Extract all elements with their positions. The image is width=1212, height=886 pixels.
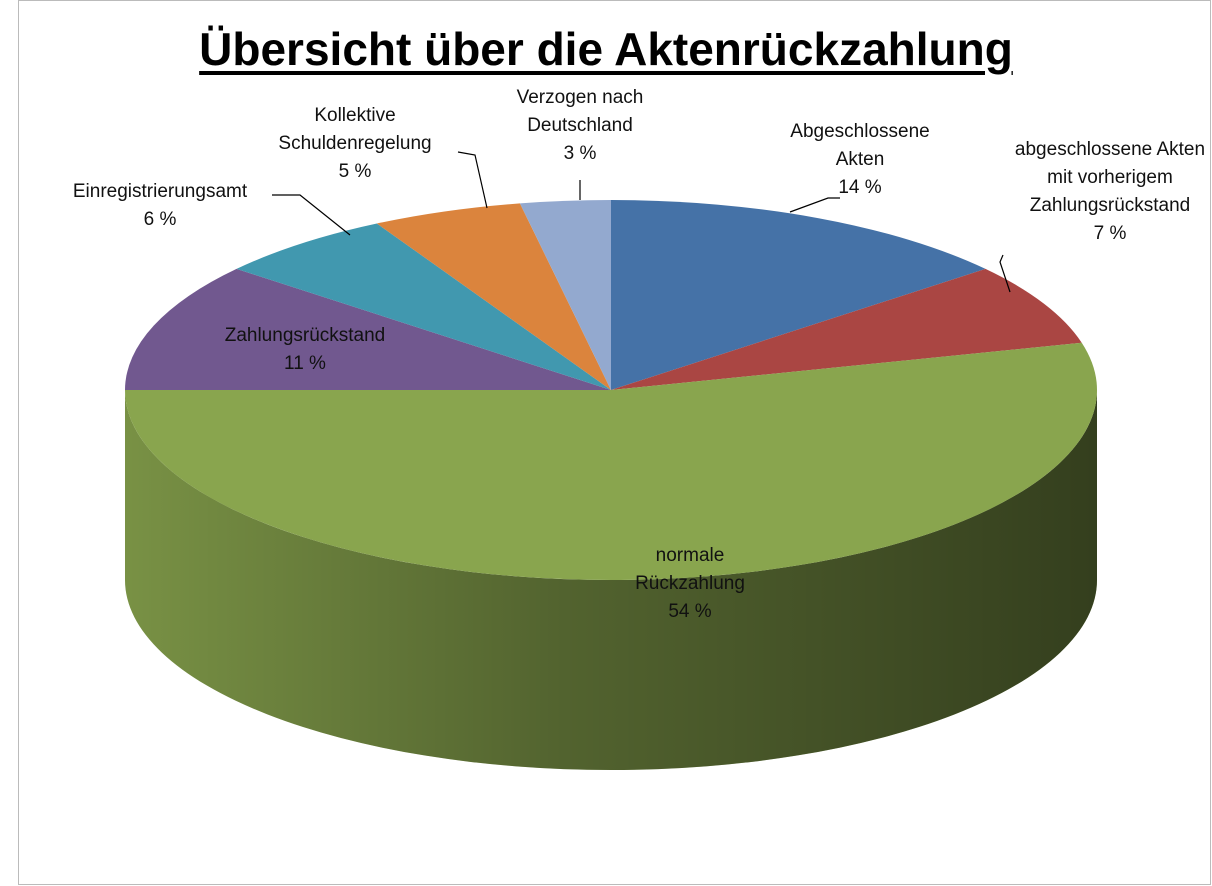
category-label: Abgeschlossene Akten [790,121,930,170]
value-label: 14 % [838,177,882,198]
data-label: Verzogen nach Deutschland 3 % [485,84,675,168]
pie-slice [125,268,611,390]
value-label: 7 % [1093,223,1127,244]
leader-line [272,194,351,236]
leader-line [789,197,840,213]
category-label: Verzogen nach Deutschland [516,87,644,136]
pie-slice [236,223,611,390]
leader-line [457,151,488,209]
category-label: Kollektive Schuldenregelung [278,105,432,154]
value-label: 3 % [563,143,597,164]
chart-title: Übersicht über die Aktenrückzahlung [199,23,1013,75]
data-label: Abgeschlossene Akten 14 % [775,118,945,202]
pie-slice [125,342,1097,580]
data-label: Einregistrierungsamt 6 % [60,178,260,234]
data-label: abgeschlossene Akten mit vorherigem Zahl… [1010,136,1210,248]
leader-line [999,254,1011,293]
category-label: Zahlungsrückstand [224,325,386,346]
data-label: normale Rückzahlung 54 % [610,542,770,626]
value-label: 5 % [338,161,372,182]
value-label: 6 % [143,209,177,230]
pie-slice [611,268,1082,390]
pie-slice [519,200,611,390]
pie-slice [611,200,986,390]
data-label: Kollektive Schuldenregelung 5 % [255,102,455,186]
category-label: abgeschlossene Akten mit vorherigem Zahl… [1014,139,1206,216]
category-label: normale Rückzahlung [635,545,745,594]
pie-side-shade [125,390,1097,770]
value-label: 54 % [668,601,712,622]
value-label: 11 % [284,353,326,374]
chart-border [18,0,1211,885]
category-label: Einregistrierungsamt [72,181,248,202]
data-label: Zahlungsrückstand 11 % [195,322,415,378]
pie-slice [376,203,611,390]
